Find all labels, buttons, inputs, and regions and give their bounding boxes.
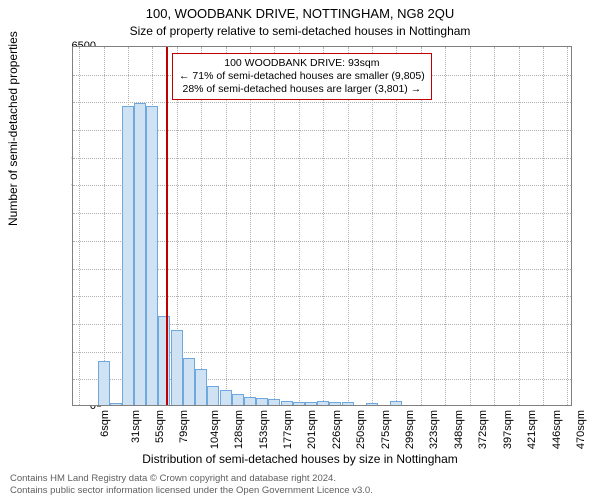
grid-line-v xyxy=(79,47,80,405)
histogram-bar xyxy=(317,401,329,405)
x-tick-label: 177sqm xyxy=(282,410,294,449)
histogram-bar xyxy=(134,103,146,405)
histogram-bar xyxy=(207,386,219,405)
histogram-bar xyxy=(122,106,134,405)
property-size-chart: 100, WOODBANK DRIVE, NOTTINGHAM, NG8 2QU… xyxy=(0,0,600,500)
histogram-bar xyxy=(195,369,207,405)
grid-line-v xyxy=(396,47,397,405)
histogram-bar xyxy=(390,401,402,405)
grid-line-v xyxy=(323,47,324,405)
grid-line-v xyxy=(445,47,446,405)
callout-line: ← 71% of semi-detached houses are smalle… xyxy=(179,70,425,83)
x-tick-label: 201sqm xyxy=(306,410,318,449)
x-tick-label: 104sqm xyxy=(209,410,221,449)
grid-line-v xyxy=(274,47,275,405)
x-tick-label: 446sqm xyxy=(551,410,563,449)
histogram-bar xyxy=(98,361,110,405)
histogram-bar xyxy=(232,394,244,405)
grid-line-v xyxy=(421,47,422,405)
grid-line-v xyxy=(519,47,520,405)
histogram-bar xyxy=(293,402,305,405)
footer-attribution-2: Contains public sector information licen… xyxy=(10,485,373,496)
histogram-bar xyxy=(268,399,280,405)
x-tick-label: 323sqm xyxy=(428,410,440,449)
histogram-bar xyxy=(183,358,195,405)
chart-title-main: 100, WOODBANK DRIVE, NOTTINGHAM, NG8 2QU xyxy=(0,6,600,21)
histogram-bar xyxy=(329,402,341,405)
x-tick-label: 153sqm xyxy=(258,410,270,449)
grid-line-v xyxy=(299,47,300,405)
x-tick-label: 348sqm xyxy=(453,410,465,449)
grid-line-v xyxy=(348,47,349,405)
histogram-bar xyxy=(305,402,317,405)
x-tick-label: 372sqm xyxy=(477,410,489,449)
histogram-bar xyxy=(220,390,232,405)
grid-line-v xyxy=(494,47,495,405)
grid-line-v xyxy=(201,47,202,405)
callout-line: 100 WOODBANK DRIVE: 93sqm xyxy=(179,57,425,70)
x-tick-label: 128sqm xyxy=(233,410,245,449)
histogram-bar xyxy=(146,106,158,405)
x-tick-label: 6sqm xyxy=(99,410,111,437)
callout-box: 100 WOODBANK DRIVE: 93sqm← 71% of semi-d… xyxy=(172,53,432,100)
x-tick-label: 79sqm xyxy=(178,410,190,443)
grid-line-v xyxy=(250,47,251,405)
histogram-bar xyxy=(171,330,183,405)
x-tick-label: 299sqm xyxy=(404,410,416,449)
histogram-bar xyxy=(256,398,268,405)
histogram-bar xyxy=(281,401,293,405)
histogram-bar xyxy=(110,403,122,405)
x-tick-label: 397sqm xyxy=(502,410,514,449)
plot-area: 100 WOODBANK DRIVE: 93sqm← 71% of semi-d… xyxy=(72,46,572,406)
chart-title-sub: Size of property relative to semi-detach… xyxy=(0,24,600,38)
histogram-bar xyxy=(342,402,354,405)
reference-line xyxy=(166,47,168,405)
grid-line-v xyxy=(470,47,471,405)
histogram-bar xyxy=(244,397,256,405)
grid-line-v xyxy=(104,47,105,405)
x-tick-label: 470sqm xyxy=(575,410,587,449)
x-tick-label: 226sqm xyxy=(331,410,343,449)
grid-line-v xyxy=(543,47,544,405)
x-tick-label: 250sqm xyxy=(355,410,367,449)
histogram-bar xyxy=(366,403,378,405)
callout-line: 28% of semi-detached houses are larger (… xyxy=(179,83,425,96)
grid-line-v xyxy=(372,47,373,405)
grid-line-v xyxy=(226,47,227,405)
histogram-bar xyxy=(158,316,170,405)
x-tick-label: 55sqm xyxy=(154,410,166,443)
x-tick-label: 421sqm xyxy=(526,410,538,449)
x-axis-label: Distribution of semi-detached houses by … xyxy=(0,452,600,466)
grid-line-v xyxy=(567,47,568,405)
x-tick-label: 275sqm xyxy=(380,410,392,449)
grid-line-h xyxy=(73,102,571,103)
y-axis-label: Number of semi-detached properties xyxy=(6,31,20,226)
footer-attribution-1: Contains HM Land Registry data © Crown c… xyxy=(10,473,336,484)
x-tick-label: 31sqm xyxy=(130,410,142,443)
